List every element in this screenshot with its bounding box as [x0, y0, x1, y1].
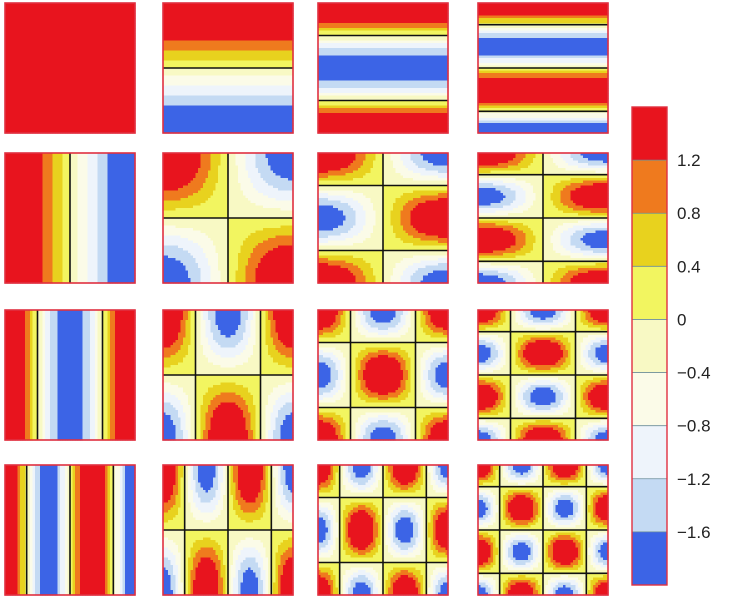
- mode-panel-r0-c1: [163, 3, 294, 134]
- mode-panel-grid: [5, 3, 609, 596]
- mode-panel-r0-c0: [5, 3, 136, 134]
